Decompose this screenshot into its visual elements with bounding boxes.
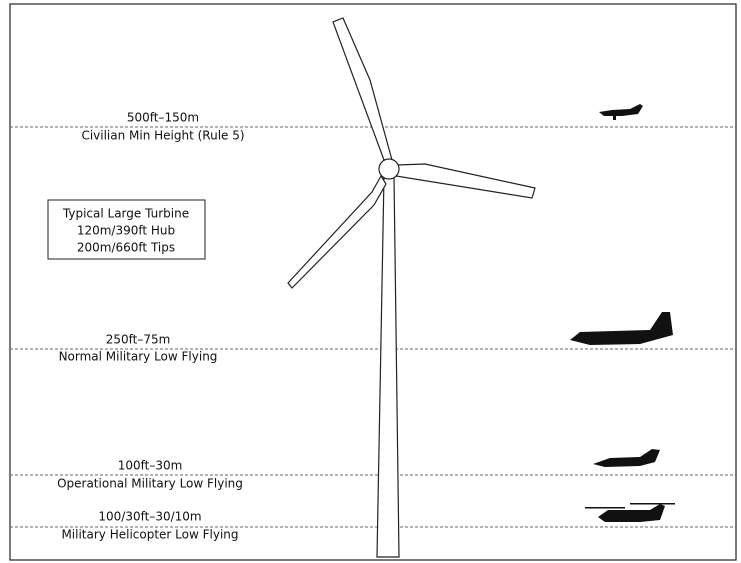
level-height: 100ft–30m — [118, 459, 183, 473]
info-line: 200m/660ft Tips — [77, 241, 175, 255]
level-description: Civilian Min Height (Rule 5) — [81, 129, 244, 143]
blade — [287, 174, 387, 289]
blade — [332, 17, 393, 161]
fighter-jet — [593, 449, 660, 467]
helicopter — [598, 504, 665, 522]
level-height: 100/30ft–30/10m — [98, 510, 201, 524]
hub — [378, 158, 400, 180]
info-line: 120m/390ft Hub — [77, 224, 175, 238]
info-line: Typical Large Turbine — [62, 207, 189, 221]
rotor — [630, 503, 675, 505]
light-plane — [599, 104, 643, 116]
level-description: Military Helicopter Low Flying — [61, 528, 238, 542]
tower — [376, 175, 400, 558]
transport-plane — [570, 312, 673, 345]
aircraft — [570, 104, 675, 522]
level-height: 500ft–150m — [127, 111, 199, 125]
level-description: Operational Military Low Flying — [57, 477, 243, 491]
info-box — [47, 199, 206, 260]
light-plane-gear — [613, 114, 616, 120]
rotor — [585, 507, 625, 509]
blade — [395, 163, 536, 199]
level-description: Normal Military Low Flying — [59, 350, 218, 364]
wind-turbine — [287, 17, 536, 558]
frame — [9, 3, 737, 561]
level-height: 250ft–75m — [106, 333, 171, 347]
